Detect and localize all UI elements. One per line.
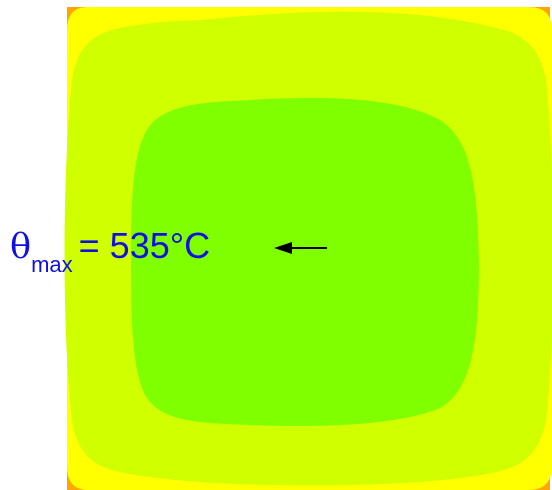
theta-symbol: θ bbox=[10, 227, 32, 267]
max-temperature-value: = 535°C bbox=[78, 225, 211, 266]
arrow-left-icon bbox=[274, 242, 292, 254]
max-temperature-label: θmax = 535°C bbox=[10, 225, 211, 278]
inner-core bbox=[131, 97, 479, 427]
max-subscript: max bbox=[31, 252, 73, 277]
